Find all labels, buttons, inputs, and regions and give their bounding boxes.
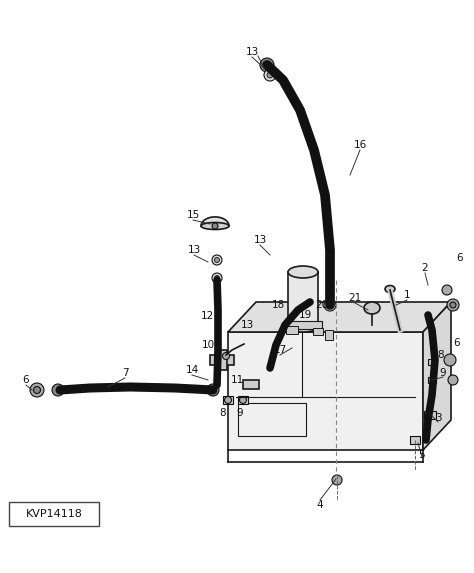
Text: 5: 5 [419,450,425,460]
Circle shape [239,397,246,403]
Polygon shape [423,302,451,450]
Text: 15: 15 [186,210,200,220]
Bar [325,330,333,340]
Circle shape [450,302,456,308]
Text: 13: 13 [187,245,201,255]
Circle shape [444,354,456,366]
Polygon shape [228,332,423,450]
Text: 19: 19 [298,310,311,320]
Circle shape [225,397,231,403]
Circle shape [260,58,274,72]
Circle shape [327,302,333,308]
Text: 7: 7 [122,368,128,378]
Text: 17: 17 [273,345,287,355]
Text: 6: 6 [456,253,463,263]
Circle shape [212,223,218,229]
Bar [424,411,436,419]
Text: 1: 1 [404,290,410,300]
Circle shape [332,475,342,485]
Text: 12: 12 [201,311,214,321]
Text: 9: 9 [237,408,243,418]
Ellipse shape [364,302,380,314]
Text: 13: 13 [240,320,254,330]
Circle shape [207,384,219,396]
Circle shape [215,276,219,281]
Polygon shape [201,217,229,226]
Polygon shape [228,302,451,332]
Bar [217,350,227,370]
Text: 20: 20 [315,300,328,310]
Bar [428,377,436,383]
Text: 13: 13 [246,47,259,57]
Bar [238,403,306,436]
Text: 6: 6 [454,338,460,348]
Text: 6: 6 [210,385,217,395]
Bar [286,326,298,334]
Circle shape [324,299,336,311]
Bar [410,436,420,444]
Bar [210,355,234,365]
Bar [238,396,248,404]
Circle shape [264,69,276,81]
Circle shape [30,383,44,397]
Bar [223,396,233,404]
Circle shape [442,285,452,295]
Text: 14: 14 [185,365,199,375]
Ellipse shape [201,222,229,230]
Bar [284,321,322,329]
Text: 18: 18 [272,300,284,310]
Text: 10: 10 [201,340,215,350]
Text: 8: 8 [219,408,226,418]
Circle shape [267,72,273,78]
Text: 9: 9 [440,368,447,378]
Text: 3: 3 [435,413,441,423]
Text: 13: 13 [254,235,266,245]
Bar [288,272,318,327]
Ellipse shape [288,266,318,278]
Circle shape [222,352,229,359]
Text: 8: 8 [438,350,444,360]
Ellipse shape [288,322,318,332]
Text: 16: 16 [354,140,366,150]
Text: 4: 4 [317,500,323,510]
Circle shape [447,299,459,311]
Ellipse shape [385,285,395,292]
Text: 2: 2 [422,263,428,273]
Text: 21: 21 [348,293,362,303]
Bar [313,328,323,335]
Text: 11: 11 [230,375,244,385]
Circle shape [34,387,40,394]
Circle shape [52,384,64,396]
Bar [428,359,436,365]
Circle shape [212,273,222,283]
Text: 6: 6 [23,375,29,385]
Text: KVP14118: KVP14118 [26,509,82,519]
Circle shape [448,375,458,385]
Circle shape [212,255,222,265]
Bar [243,380,259,389]
Circle shape [215,257,219,262]
